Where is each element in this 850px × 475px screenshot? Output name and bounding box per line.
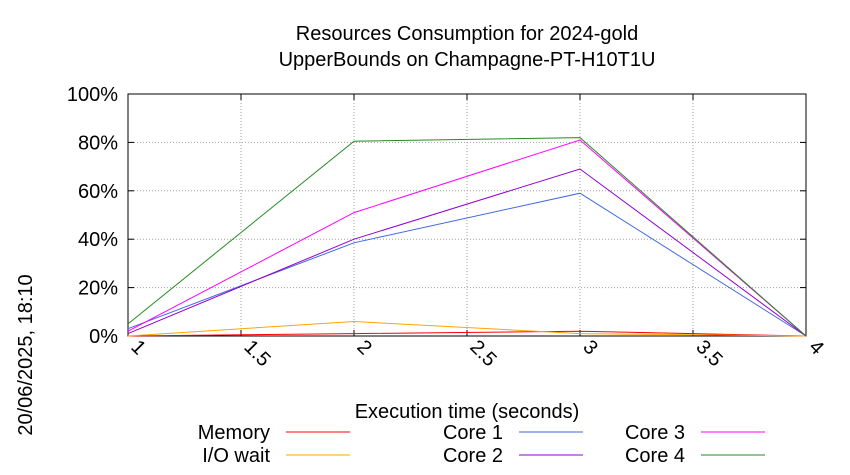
y-axis: 0% 20% 40% 60% 80% 100% — [67, 84, 806, 348]
y-tick-label: 100% — [67, 84, 118, 106]
y-tick-label: 20% — [78, 278, 118, 300]
x-tick-label: 3.5 — [691, 336, 726, 371]
y-tick-label: 0% — [89, 326, 118, 348]
legend-label: Core 2 — [443, 445, 503, 467]
y-tick-label: 80% — [78, 132, 118, 154]
grid-lines — [128, 94, 806, 336]
series-line-core-2 — [127, 168, 807, 337]
legend-item: Core 2 — [443, 445, 583, 467]
legend-item: Core 3 — [625, 422, 765, 444]
series-line-core-1 — [127, 192, 807, 337]
chart-title-line-2: UpperBounds on Champagne-PT-H10T1U — [279, 49, 656, 71]
series-line-core-3 — [127, 139, 807, 337]
x-axis-label: Execution time (seconds) — [355, 401, 580, 423]
legend-label: Core 1 — [443, 422, 503, 444]
legend-label: Core 4 — [625, 445, 685, 467]
series-line-i-o-wait — [127, 320, 807, 337]
x-tick-label: 4 — [804, 336, 827, 359]
timestamp: 20/06/2025, 18:10 — [15, 274, 37, 435]
legend-label: I/O wait — [202, 445, 270, 467]
series-lines — [127, 137, 807, 337]
x-tick-label: 1.5 — [239, 336, 274, 371]
y-tick-label: 60% — [78, 181, 118, 203]
legend-item: I/O wait — [202, 445, 350, 467]
legend-item: Core 1 — [443, 422, 583, 444]
legend-label: Core 3 — [625, 422, 685, 444]
chart-title-line-1: Resources Consumption for 2024-gold — [296, 23, 638, 45]
legend-label: Memory — [198, 422, 270, 444]
y-tick-label: 40% — [78, 229, 118, 251]
series-line-memory — [127, 330, 807, 337]
x-tick-label: 3 — [578, 336, 601, 359]
x-tick-label: 1 — [126, 336, 149, 359]
x-tick-label: 2.5 — [465, 336, 500, 371]
x-tick-label: 2 — [352, 336, 375, 359]
series-line-core-4 — [127, 137, 807, 337]
legend-item: Core 4 — [625, 445, 765, 467]
legend-item: Memory — [198, 422, 350, 444]
chart-title: Resources Consumption for 2024-gold Uppe… — [279, 23, 656, 71]
